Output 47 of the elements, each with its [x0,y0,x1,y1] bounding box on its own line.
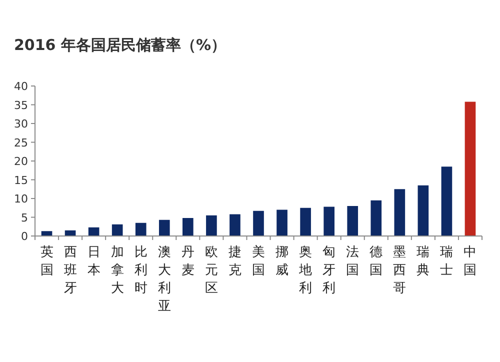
bar [347,206,358,236]
bar [394,189,406,236]
y-tick-label: 25 [14,136,28,150]
bar [324,206,334,236]
x-tick-label: 比利时 [134,245,148,296]
x-tick-label: 瑞典 [416,245,430,278]
x-tick-label: 西班牙 [64,245,77,296]
y-tick-label: 10 [14,192,28,206]
x-tick-label: 德国 [370,245,383,278]
x-tick-label: 捷克 [228,245,242,278]
bar [88,227,100,236]
bar [206,215,217,236]
y-tick-label: 30 [14,118,28,130]
x-tick-label: 匈牙利 [322,245,336,296]
bar [300,208,311,236]
x-tick-label: 英国 [40,245,54,278]
x-tick-label: 加拿大 [110,245,124,296]
bar [135,222,146,236]
x-tick-label: 丹麦 [181,245,194,278]
bar [418,185,429,236]
x-tick-label: 挪威 [276,245,289,278]
y-tick-label: 20 [14,155,28,168]
x-tick-label: 墨西哥 [393,245,406,296]
bar [41,231,52,236]
x-tick-label: 澳大利亚 [158,245,171,314]
bar [464,102,476,236]
y-tick-label: 0 [21,230,28,243]
y-tick-label: 5 [21,211,28,224]
x-tick-label: 法国 [346,245,360,278]
x-tick-label: 中国 [464,245,477,278]
x-tick-label: 日本 [87,245,100,278]
bar [182,218,194,236]
bar [230,214,240,236]
y-tick-label: 35 [14,98,28,112]
bar [276,210,288,236]
bar [112,224,123,236]
x-tick-label: 美国 [252,244,265,278]
chart-title: 2016 年各国居民储蓄率（%） [14,36,226,54]
bar [158,220,170,236]
x-tick-label: 瑞士 [440,245,454,278]
bar [441,166,452,236]
x-tick-label: 欧元区 [204,245,218,296]
y-tick-label: 40 [14,80,28,93]
y-tick-label: 15 [14,174,28,187]
bar [253,210,264,236]
x-tick-label: 奥地利 [298,245,312,296]
bar [370,200,382,236]
